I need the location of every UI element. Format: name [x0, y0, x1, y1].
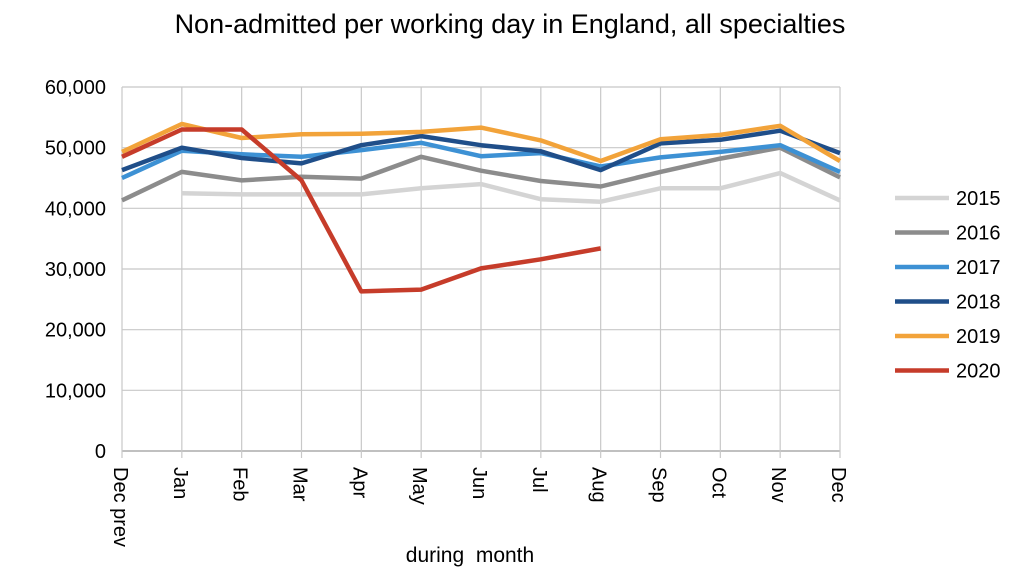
y-tick-label: 50,000: [45, 138, 106, 160]
x-tick-label: Nov: [767, 467, 789, 503]
legend-label-2018: 2018: [956, 292, 1001, 314]
x-tick-label: Mar: [289, 467, 311, 502]
legend-label-2016: 2016: [956, 223, 1001, 245]
series-line-2015: [181, 170, 841, 204]
x-tick-label: Aug: [588, 467, 610, 503]
series-line-2016: [121, 145, 842, 203]
x-tick-label: Sep: [648, 467, 670, 503]
y-tick-label: 0: [95, 441, 106, 463]
x-tick-label: Apr: [348, 467, 370, 498]
chart-title: Non-admitted per working day in England,…: [175, 9, 846, 39]
y-tick-label: 40,000: [45, 198, 106, 220]
y-tick-label: 10,000: [45, 380, 106, 402]
x-tick-label: May: [408, 467, 430, 505]
series-lines: [121, 121, 842, 294]
series-line-2019: [121, 121, 842, 164]
legend: 2015 2016 2017 2018 2019 2020: [895, 188, 1001, 383]
legend-label-2019: 2019: [956, 326, 1001, 348]
y-tick-label: 60,000: [45, 77, 106, 99]
x-axis-labels: Dec prev Jan Feb Mar Apr May Jun Jul Aug Sep Oct No…: [109, 467, 849, 547]
y-axis-labels: 0 10,000 20,000 30,000 40,000 50,000 60,000: [45, 77, 106, 463]
x-tick-label: Jun: [468, 467, 490, 499]
grid-lines: [121, 86, 841, 458]
legend-label-2017: 2017: [956, 257, 1001, 279]
series-line-2020: [121, 127, 602, 294]
legend-label-2020: 2020: [956, 361, 1001, 383]
series-line-2018: [121, 128, 841, 173]
y-tick-label: 20,000: [45, 320, 106, 342]
x-tick-label: Dec prev: [109, 467, 131, 547]
x-tick-label: Dec: [827, 467, 849, 503]
x-tick-label: Jan: [169, 467, 191, 499]
x-axis-title: during month: [406, 544, 534, 567]
x-tick-label: Jul: [528, 467, 550, 493]
series-line-2017: [121, 140, 841, 181]
x-tick-label: Oct: [707, 467, 729, 499]
x-tick-label: Feb: [229, 467, 251, 501]
y-tick-label: 30,000: [45, 259, 106, 281]
legend-label-2015: 2015: [956, 188, 1001, 210]
